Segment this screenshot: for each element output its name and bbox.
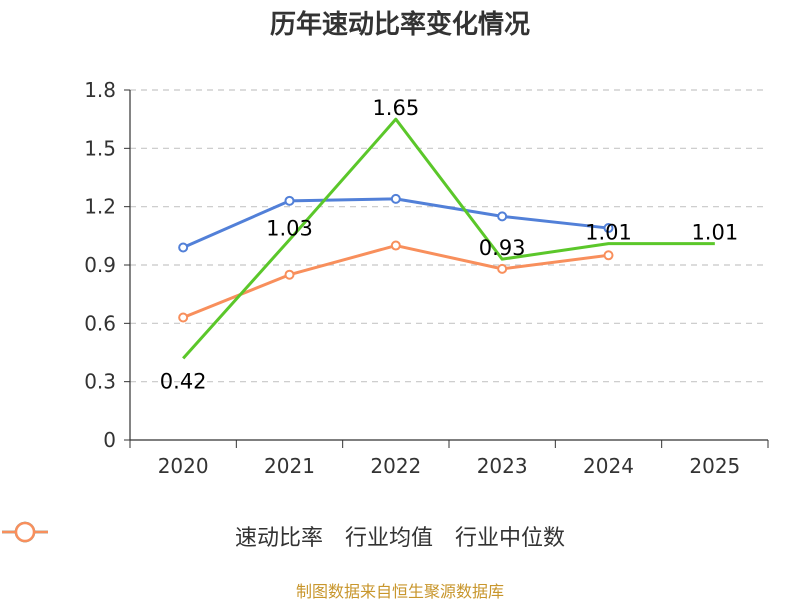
data-label: 1.65 bbox=[372, 96, 419, 120]
data-point bbox=[284, 269, 295, 280]
data-point bbox=[390, 240, 401, 251]
data-point bbox=[603, 250, 614, 261]
series-line-2 bbox=[182, 244, 609, 319]
chart-title: 历年速动比率变化情况 bbox=[269, 10, 530, 40]
data-label: 0.93 bbox=[479, 236, 526, 260]
data-labels: 0.42 1.03 1.65 0.93 1.01 1.01 bbox=[160, 96, 738, 393]
y-tick-label: 0.3 bbox=[84, 370, 116, 394]
x-tick-label: 2025 bbox=[689, 454, 740, 478]
data-point bbox=[603, 223, 614, 234]
x-tick-label: 2020 bbox=[158, 454, 209, 478]
legend-marker-icon bbox=[2, 521, 48, 543]
source-note: 制图数据来自恒生聚源数据库 bbox=[295, 582, 504, 601]
data-point bbox=[178, 242, 189, 253]
x-tick-label: 2023 bbox=[477, 454, 528, 478]
legend-label: 行业中位数 bbox=[455, 526, 566, 551]
legend-item[interactable]: 速动比率 bbox=[2, 520, 323, 552]
y-tick-label: 1.5 bbox=[84, 136, 116, 160]
series-line-0 bbox=[182, 117, 715, 360]
legend-item[interactable]: 行业均值 bbox=[2, 520, 433, 552]
legend-label: 速动比率 bbox=[234, 526, 323, 551]
data-point bbox=[497, 211, 508, 222]
data-point bbox=[178, 312, 189, 323]
legend: 速动比率 行业均值 行业中位数 bbox=[0, 520, 800, 552]
data-label: 1.01 bbox=[585, 221, 632, 245]
y-tick-label: 0 bbox=[103, 428, 116, 452]
data-label: 1.01 bbox=[691, 221, 738, 245]
data-point bbox=[497, 263, 508, 274]
x-tick-label: 2021 bbox=[264, 454, 315, 478]
data-point bbox=[284, 195, 295, 206]
x-tick-label: 2024 bbox=[583, 454, 634, 478]
series-lines bbox=[178, 117, 715, 360]
axes: 0 0.3 0.6 0.9 1.2 1.5 1.8 2020 2021 2022 2023 2024 2… bbox=[84, 78, 769, 478]
x-tick-label: 2022 bbox=[370, 454, 421, 478]
data-point bbox=[390, 193, 401, 204]
legend-label: 行业均值 bbox=[344, 526, 433, 551]
data-label: 0.42 bbox=[160, 369, 207, 393]
legend-item[interactable]: 行业中位数 bbox=[2, 520, 566, 552]
y-tick-label: 1.8 bbox=[84, 78, 116, 102]
y-tick-label: 0.9 bbox=[84, 253, 116, 277]
data-label: 1.03 bbox=[266, 217, 313, 241]
y-tick-label: 1.2 bbox=[84, 195, 116, 219]
grid-lines bbox=[130, 89, 768, 383]
y-tick-label: 0.6 bbox=[84, 311, 116, 335]
